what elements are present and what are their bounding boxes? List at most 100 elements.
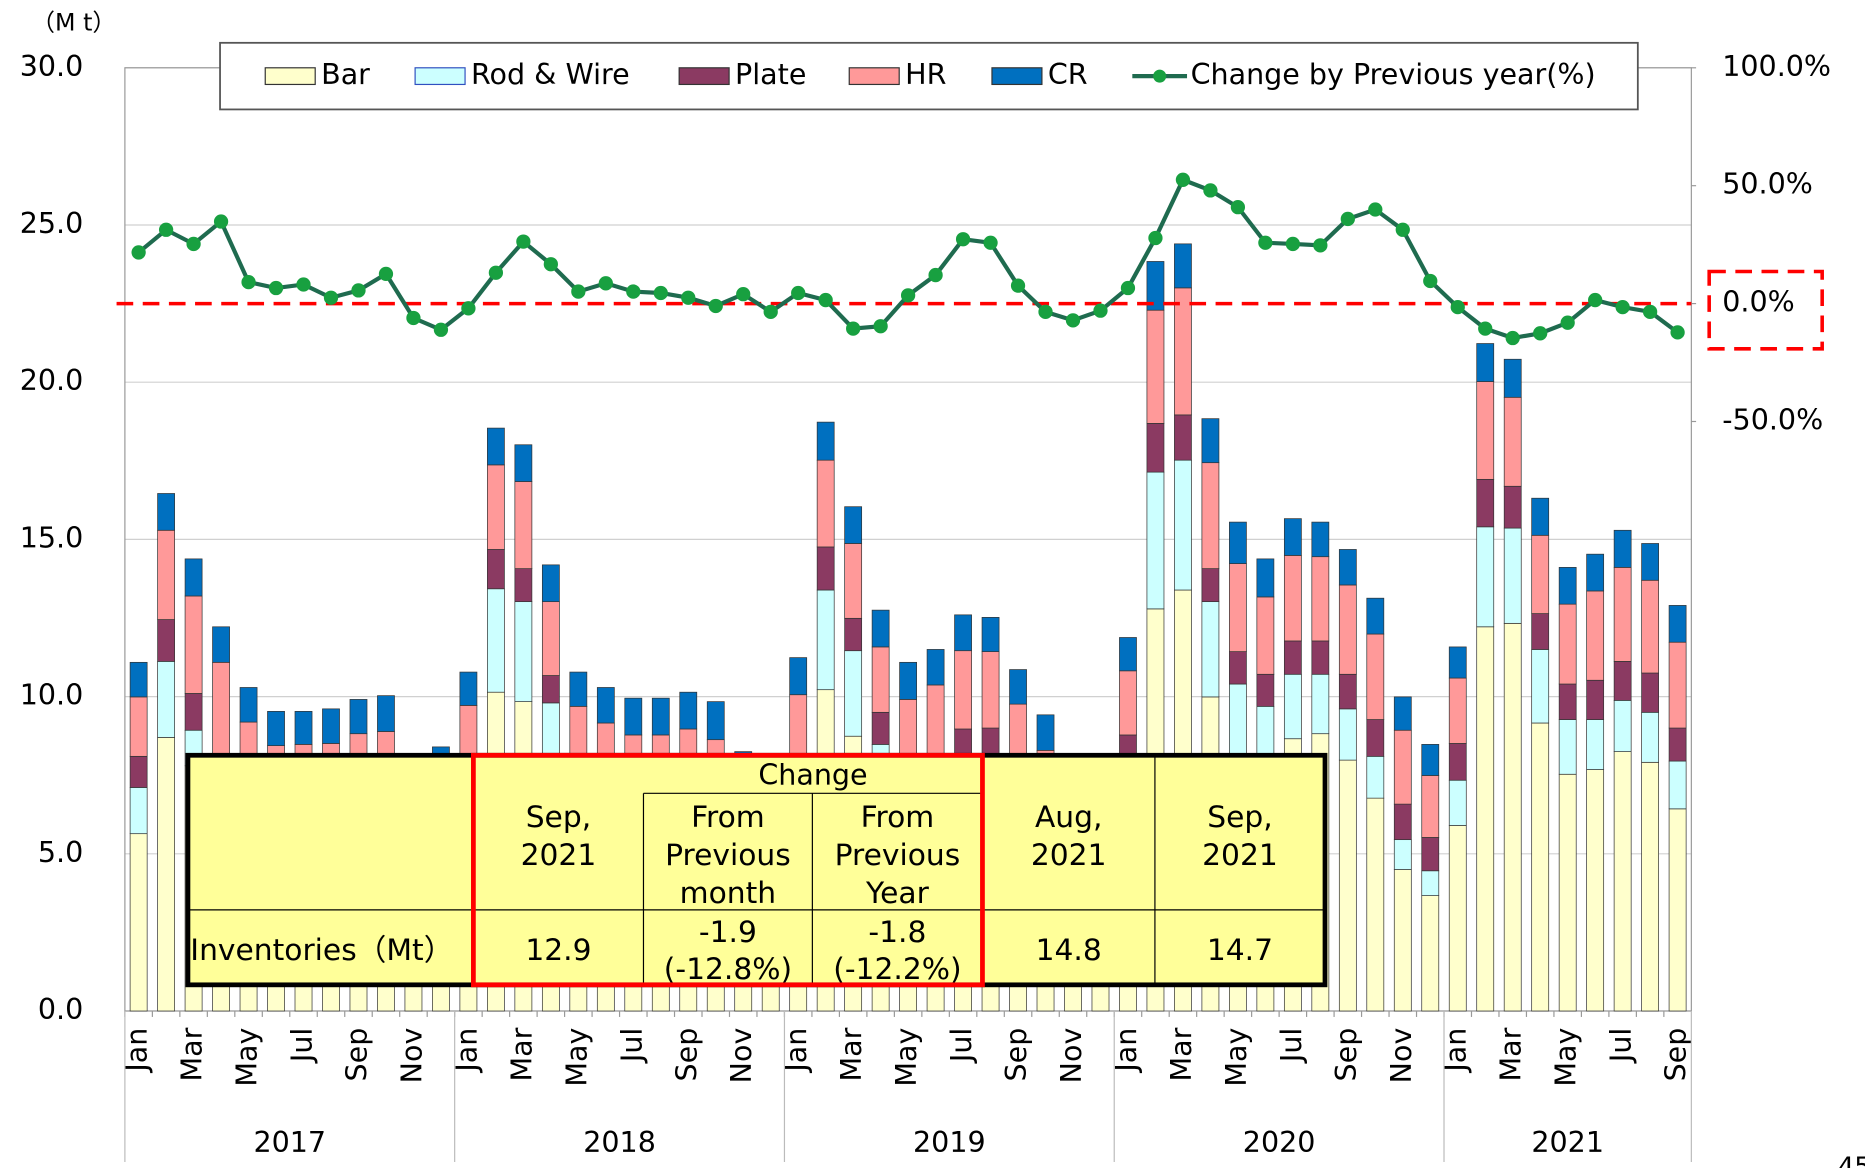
bar-segment: [1174, 414, 1192, 461]
bar-segment: [1393, 729, 1412, 805]
line-marker: [1642, 304, 1658, 319]
line-marker: [1670, 325, 1685, 340]
table-group-header: Change: [758, 759, 867, 792]
line-marker: [928, 267, 943, 283]
bar-segment: [157, 737, 175, 1012]
bar-segment: [1613, 567, 1632, 662]
bar-segment: [294, 711, 313, 745]
table-cell: (-12.2%): [833, 952, 961, 987]
bar-segment: [1201, 568, 1220, 603]
line-marker: [1093, 303, 1108, 318]
bar-segment: [706, 701, 725, 741]
x-group-label: 2019: [913, 1126, 986, 1159]
bar-segment: [1476, 626, 1495, 1012]
table-header: Previous: [835, 838, 961, 873]
bar-segment: [1393, 803, 1412, 841]
bar-segment: [871, 646, 890, 713]
bar-segment: [981, 651, 1000, 729]
bar-segment: [1641, 761, 1659, 1012]
bar-segment: [1531, 534, 1550, 614]
x-tick-label: Jan: [121, 1028, 154, 1074]
bar-segment: [1531, 613, 1550, 650]
bar-segment: [1338, 673, 1357, 710]
bar-segment: [1229, 651, 1247, 685]
bar-segment: [1338, 549, 1357, 586]
x-tick-label: Mar: [505, 1027, 538, 1081]
line-marker: [1010, 278, 1026, 293]
bar-segment: [212, 626, 230, 663]
bar-segment: [1613, 700, 1632, 752]
x-tick-label: Nov: [725, 1028, 758, 1084]
line-marker: [158, 222, 174, 237]
bar-segment: [871, 711, 890, 745]
bar-segment: [1613, 661, 1632, 701]
x-tick-label: May: [231, 1028, 264, 1087]
bar-segment: [1586, 769, 1605, 1012]
bar-segment: [816, 459, 835, 548]
bar-segment: [1229, 563, 1247, 652]
line-marker: [598, 276, 613, 291]
bar-segment: [1531, 497, 1550, 536]
bar-segment: [157, 529, 175, 620]
line-marker: [1065, 313, 1081, 328]
table-highlight: [471, 752, 985, 988]
line-marker: [873, 319, 888, 334]
bar-segment: [1311, 640, 1330, 675]
bar-segment: [1146, 423, 1165, 473]
bar-segment: [1476, 381, 1495, 480]
line-marker: [516, 234, 531, 249]
unit-label: （M t）: [31, 8, 116, 36]
bar-segment: [541, 675, 560, 704]
bar-segment: [569, 705, 588, 760]
line-marker: [818, 292, 833, 308]
bar-segment: [1531, 722, 1550, 1012]
bar-segment: [926, 649, 945, 686]
line-marker: [433, 322, 449, 337]
y-tick-label: 25.0: [20, 207, 84, 240]
x-tick-label: Jan: [780, 1028, 813, 1074]
line-marker: [1340, 211, 1355, 227]
bar-segment: [1366, 719, 1385, 757]
bar-segment: [459, 705, 478, 760]
x-group-label: 2020: [1243, 1126, 1316, 1159]
bar-segment: [1366, 755, 1385, 799]
line-marker: [296, 277, 311, 292]
line-marker: [846, 321, 861, 336]
x-group-label: 2017: [253, 1126, 326, 1159]
bar-segment: [1503, 527, 1522, 624]
x-group-label: 2021: [1531, 1126, 1604, 1159]
bar-segment: [129, 696, 148, 757]
bar-segment: [844, 650, 863, 737]
bar-segment: [1256, 673, 1275, 707]
line-marker: [1560, 315, 1575, 330]
line-marker: [763, 304, 778, 319]
x-tick-label: Jul: [1275, 1028, 1308, 1064]
bar-segment: [1558, 773, 1577, 1012]
bar-segment: [981, 617, 1000, 652]
bar-segment: [1448, 677, 1467, 744]
bar-segment: [1146, 309, 1165, 424]
line-marker: [900, 288, 916, 303]
legend-marker: [1153, 69, 1167, 83]
bar-segment: [1119, 670, 1137, 736]
bar-segment: [1448, 743, 1467, 781]
bar-segment: [1174, 459, 1192, 591]
table-header: 2021: [1031, 838, 1107, 873]
bar-segment: [1558, 719, 1577, 775]
line-marker: [351, 283, 366, 298]
line-marker: [1230, 200, 1246, 215]
bar-segment: [129, 661, 148, 698]
table-header: Aug,: [1035, 800, 1102, 835]
bar-segment: [1586, 679, 1605, 720]
x-tick-label: Nov: [1055, 1028, 1088, 1084]
bar-segment: [1503, 622, 1522, 1012]
table-cell: (-12.8%): [664, 952, 792, 987]
y-tick-label: 15.0: [20, 521, 84, 554]
bar-segment: [1393, 696, 1412, 731]
bar-segment: [184, 558, 203, 597]
line-marker: [378, 266, 394, 282]
legend-swatch: [414, 67, 466, 86]
bar-segment: [1421, 870, 1440, 896]
table-cell: 14.7: [1207, 933, 1273, 968]
x-tick-label: Mar: [835, 1027, 868, 1081]
